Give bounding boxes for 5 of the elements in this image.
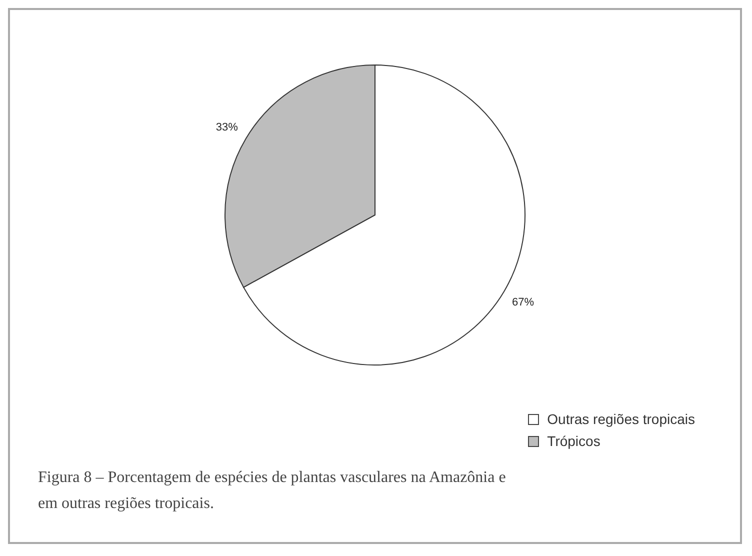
data-label: 67%: [512, 296, 534, 309]
legend-label: Trópicos: [547, 433, 600, 449]
text: Figura 8 – Porcentagem de espécies de plantas vasculares na Amazônia e em outras regiões tropicais.: [38, 468, 507, 514]
data-label: 33%: [216, 121, 238, 134]
slice-label: Outras regiões tropicais: [547, 411, 695, 427]
